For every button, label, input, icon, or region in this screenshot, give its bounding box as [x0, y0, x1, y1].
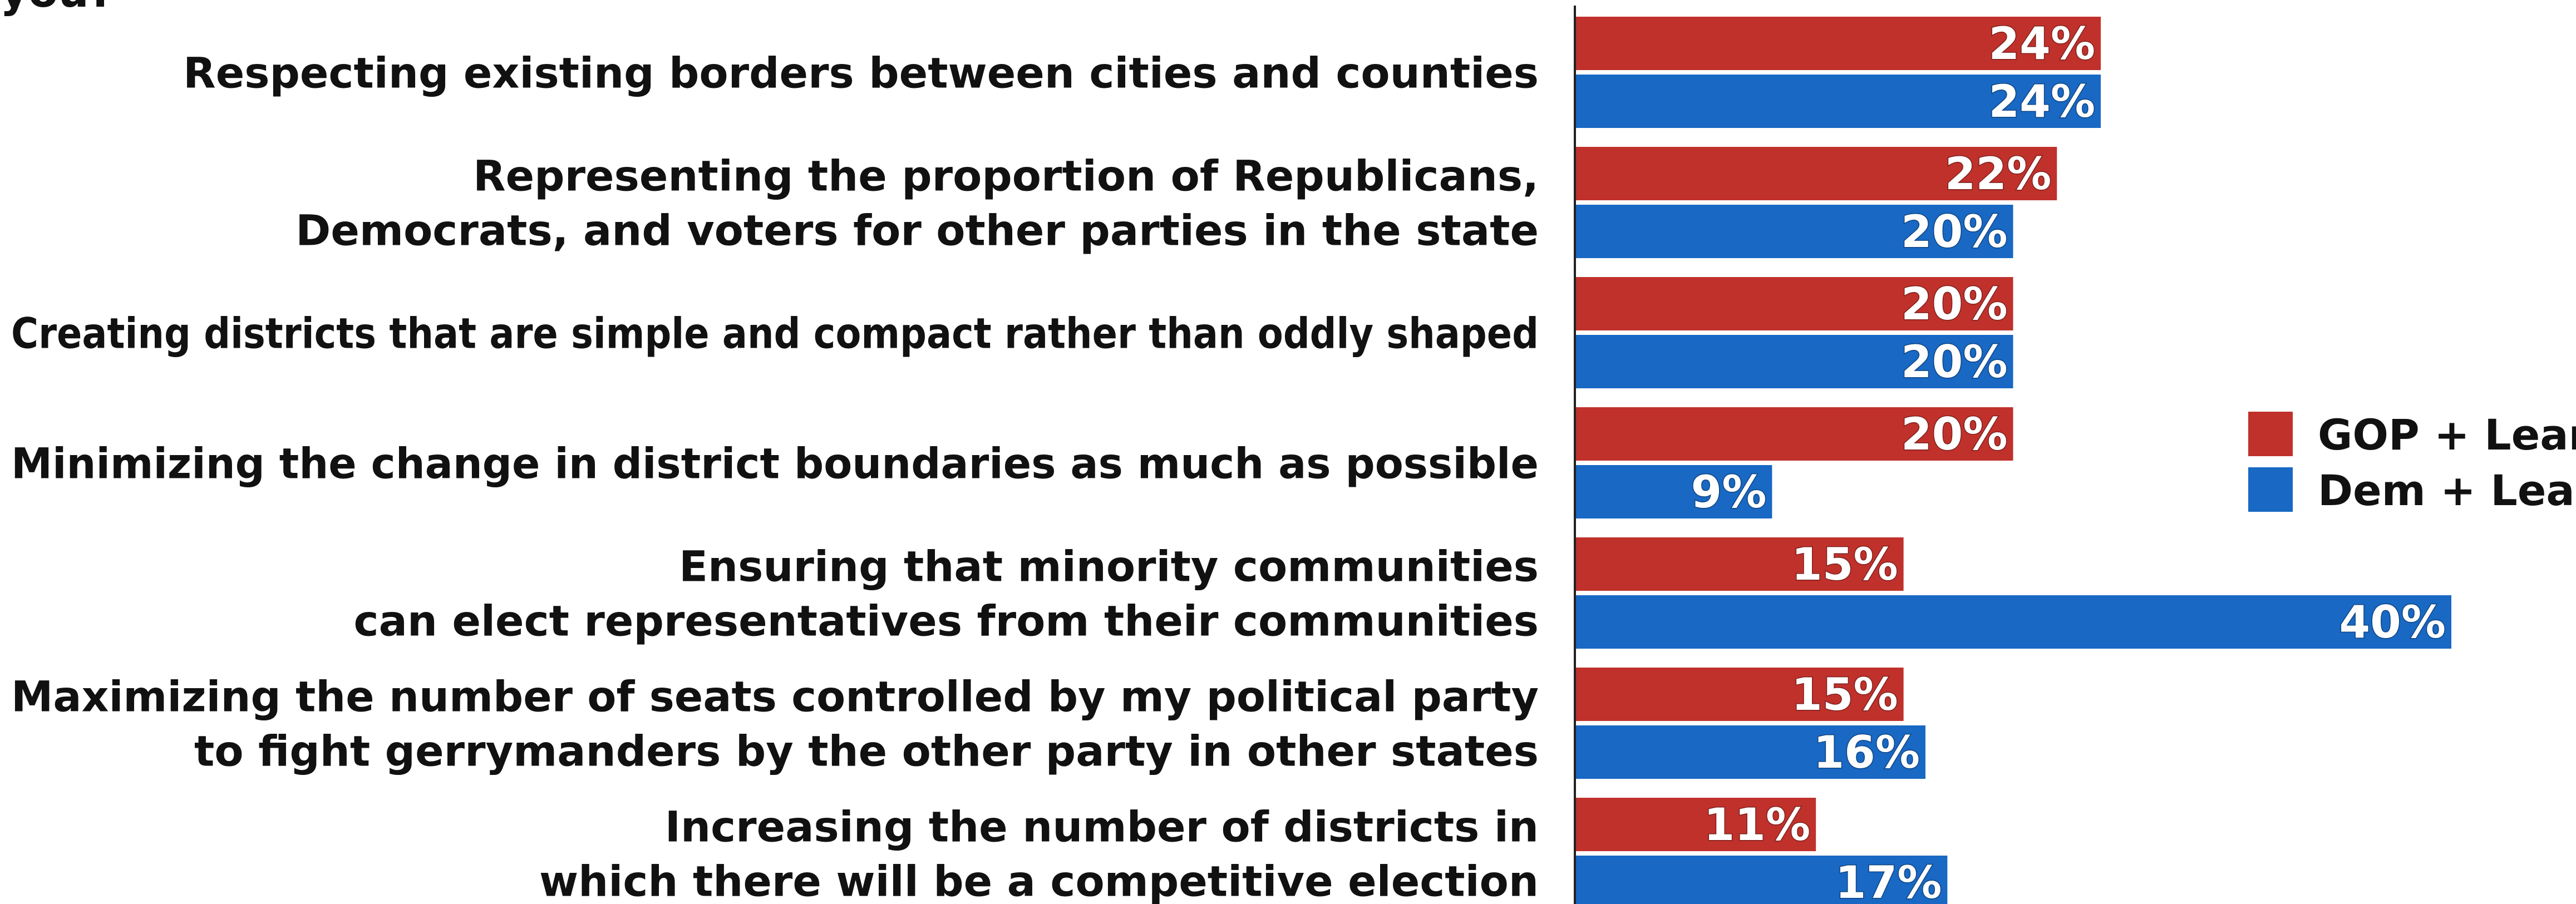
bar-value-label: 15% [1791, 539, 1898, 590]
bar-value-label: 20% [1901, 206, 2007, 258]
category-label: Minimizing the change in district bounda… [11, 438, 1539, 488]
bar-value-label: 20% [1901, 408, 2007, 460]
bar-value-label: 9% [1691, 466, 1767, 518]
bar-value-label: 15% [1791, 669, 1898, 720]
bar-gop-3 [1575, 407, 2013, 461]
legend: GOP + Lean Dem + Lean [2248, 410, 2576, 515]
bar-gop-4 [1575, 537, 1904, 591]
bar-gop-5 [1575, 668, 1904, 721]
bar-dem-1 [1575, 205, 2013, 258]
category-label: Increasing the number of districts in [665, 802, 1539, 851]
bar-value-label: 11% [1704, 799, 1810, 851]
bar-gop-6 [1575, 798, 1816, 851]
legend-label: GOP + Lean [2318, 410, 2576, 460]
bar-dem-3 [1575, 465, 1772, 518]
legend-swatch-gop [2248, 412, 2293, 456]
category-labels-group: Respecting existing borders between citi… [11, 48, 1539, 904]
bar-dem-4 [1575, 595, 2451, 649]
bar-dem-2 [1575, 335, 2013, 388]
bar-gop-2 [1575, 277, 2013, 330]
category-label: Creating districts that are simple and c… [11, 308, 1539, 358]
bar-value-label: 24% [1989, 18, 2095, 70]
bar-value-label: 22% [1945, 148, 2051, 200]
bar-value-label: 20% [1901, 278, 2007, 330]
category-label: can elect representatives from their com… [354, 596, 1539, 645]
bar-dem-5 [1575, 725, 1925, 779]
bar-value-label: 16% [1814, 727, 1920, 778]
bar-value-label: 17% [1835, 857, 1942, 904]
legend-swatch-dem [2248, 467, 2293, 512]
category-label: Ensuring that minority communities [679, 541, 1539, 591]
category-label: Maximizing the number of seats controlle… [11, 671, 1539, 721]
legend-label: Dem + Lean [2318, 466, 2576, 515]
bar-gop-0 [1575, 17, 2101, 70]
bars-group: 24% 24% 22% 20% 20% 20% 20% 9% 15% 40% 15% 16%11% 17… [1575, 17, 2451, 904]
category-label: Respecting existing borders between citi… [183, 48, 1539, 97]
chart-title-fragment: you? [0, 0, 114, 17]
bar-dem-0 [1575, 75, 2101, 128]
bar-gop-1 [1575, 147, 2057, 200]
category-label: Democrats, and voters for other parties … [295, 205, 1539, 255]
bar-value-label: 40% [2339, 596, 2446, 648]
category-label: to fight gerrymanders by the other party… [194, 726, 1539, 775]
category-label: which there will be a competitive electi… [539, 856, 1539, 904]
bar-value-label: 20% [1901, 336, 2007, 388]
bar-value-label: 24% [1989, 76, 2095, 127]
bar-dem-6 [1575, 856, 1948, 904]
category-label: Representing the proportion of Republica… [473, 151, 1539, 200]
